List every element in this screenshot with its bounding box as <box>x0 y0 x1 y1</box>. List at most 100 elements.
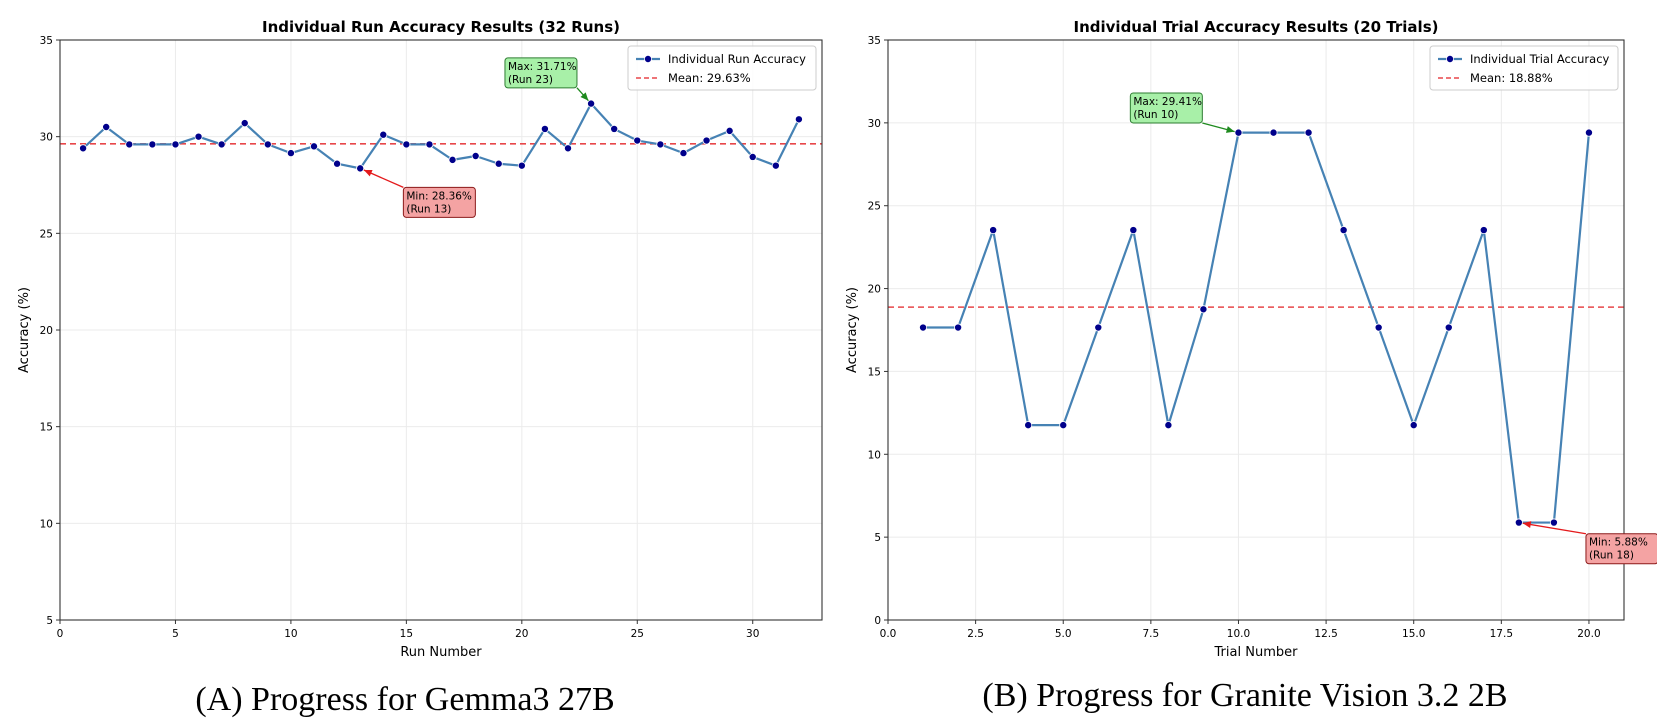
chart1-x-tick-label-0: 0.0 <box>880 628 897 640</box>
chart0-data-point-16 <box>425 140 434 149</box>
caption-b: (B) Progress for Granite Vision 3.2 2B <box>982 677 1507 714</box>
chart0-data-point-11 <box>309 142 318 151</box>
chart1-min-arrow-head <box>1522 521 1532 528</box>
chart0-data-point-15 <box>402 140 411 149</box>
chart0-data-point-3 <box>125 140 134 149</box>
chart1-title: Individual Trial Accuracy Results (20 Tr… <box>1074 18 1439 36</box>
chart0-data-point-1 <box>79 144 88 153</box>
chart0-data-point-10 <box>286 149 295 158</box>
chart0-data-point-27 <box>679 149 688 158</box>
chart0-max-annotation-box <box>504 57 578 89</box>
chart0-y-tick-label-4: 25 <box>40 228 53 240</box>
chart0-data-point-12 <box>333 159 342 168</box>
chart0-data-point-20 <box>517 161 526 170</box>
chart0-series-line <box>82 102 800 170</box>
chart1-max-annotation-line1: Max: 29.41% <box>1133 96 1202 108</box>
chart0-x-tick-label-6: 30 <box>746 628 759 640</box>
chart1-data-point-2 <box>954 323 963 332</box>
chart0-legend-series-marker <box>644 55 653 64</box>
chart0-data-point-22 <box>564 144 573 153</box>
chart0-legend-mean-label: Mean: 29.63% <box>668 71 751 85</box>
chart1-legend-mean-label: Mean: 18.88% <box>1470 71 1553 85</box>
chart1-legend-series-label: Individual Trial Accuracy <box>1470 52 1610 66</box>
chart0-y-tick-label-5: 30 <box>40 132 53 144</box>
chart1-data-point-3 <box>989 226 998 235</box>
chart1-max-annotation-line2: (Run 10) <box>1133 109 1178 121</box>
chart0-y-tick-label-2: 15 <box>40 422 53 434</box>
chart0-data-point-8 <box>240 119 249 128</box>
chart0-data-point-4 <box>148 140 157 149</box>
chart1-legend-series-marker <box>1446 55 1455 64</box>
chart1-min-annotation-box <box>1585 533 1657 565</box>
chart0-data-point-19 <box>494 159 503 168</box>
chart0-data-point-28 <box>702 136 711 145</box>
chart0-title: Individual Run Accuracy Results (32 Runs… <box>262 18 620 36</box>
chart0-max-annotation-line1: Max: 31.71% <box>508 61 577 73</box>
chart1-axes-frame <box>887 39 1625 621</box>
chart1-data-point-5 <box>1059 421 1068 430</box>
chart1-y-tick-label-4: 20 <box>868 284 881 296</box>
chart0-data-point-29 <box>725 126 734 135</box>
chart1-y-tick-label-6: 30 <box>868 118 881 130</box>
chart0-data-point-18 <box>471 151 480 160</box>
chart0-max-annotation-line2: (Run 23) <box>508 74 553 86</box>
chart1-data-point-18 <box>1514 518 1523 527</box>
chart0-y-axis-label: Accuracy (%) <box>17 287 32 373</box>
chart1-x-tick-label-3: 7.5 <box>1143 628 1160 640</box>
chart1-data-point-15 <box>1409 421 1418 430</box>
chart1-x-axis-label: Trial Number <box>1214 645 1299 660</box>
chart0-data-point-7 <box>217 140 226 149</box>
chart1-legend-box <box>1429 45 1619 91</box>
chart1-y-tick-label-7: 35 <box>868 35 881 47</box>
chart1-x-tick-label-5: 12.5 <box>1314 628 1337 640</box>
chart0-data-point-6 <box>194 132 203 141</box>
chart1-data-point-6 <box>1094 323 1103 332</box>
chart0-data-point-26 <box>656 140 665 149</box>
chart1-data-point-10 <box>1234 128 1243 137</box>
chart0-data-point-30 <box>748 152 757 161</box>
chart1-y-tick-label-1: 5 <box>874 532 881 544</box>
chart1-data-point-7 <box>1129 226 1138 235</box>
chart1-data-point-9 <box>1199 305 1208 314</box>
chart1-series-line <box>923 131 1591 524</box>
chart0-data-point-32 <box>794 115 803 124</box>
chart0-y-tick-label-0: 5 <box>46 615 53 627</box>
chart1-data-point-14 <box>1374 323 1383 332</box>
caption-a: (A) Progress for Gemma3 27B <box>195 681 614 718</box>
chart1-min-arrow-line <box>1522 522 1587 535</box>
chart0-data-point-31 <box>771 161 780 170</box>
chart-panel-b: 0.0 2.5 5.0 7.5 10.0 12.5 15.0 17.5 20.0 0 5 10 15 20… <box>845 18 1657 660</box>
chart1-data-point-4 <box>1024 421 1033 430</box>
chart0-x-axis-label: Run Number <box>400 645 482 660</box>
chart1-data-point-12 <box>1304 128 1313 137</box>
chart0-legend-series-label: Individual Run Accuracy <box>668 52 806 66</box>
chart0-min-annotation-box <box>402 186 476 218</box>
chart0-data-point-2 <box>102 123 111 132</box>
chart1-x-tick-label-8: 20.0 <box>1577 628 1600 640</box>
chart0-min-annotation-line2: (Run 13) <box>406 203 451 215</box>
chart1-data-point-16 <box>1444 323 1453 332</box>
chart0-data-point-14 <box>379 130 388 139</box>
chart0-x-tick-label-1: 5 <box>172 628 179 640</box>
chart0-legend-box <box>627 45 817 91</box>
chart0-x-tick-label-3: 15 <box>400 628 413 640</box>
chart1-x-tick-label-6: 15.0 <box>1402 628 1425 640</box>
chart0-y-tick-label-1: 10 <box>40 518 53 530</box>
chart1-x-tick-label-2: 5.0 <box>1055 628 1072 640</box>
chart1-data-point-13 <box>1339 226 1348 235</box>
chart1-y-tick-label-3: 15 <box>868 366 881 378</box>
chart1-data-point-17 <box>1479 226 1488 235</box>
chart1-data-point-19 <box>1549 518 1558 527</box>
chart0-data-point-25 <box>633 136 642 145</box>
chart0-data-point-17 <box>448 155 457 164</box>
chart1-data-point-1 <box>919 323 928 332</box>
chart0-min-arrow-head <box>363 169 373 177</box>
chart1-y-tick-label-2: 10 <box>868 449 881 461</box>
chart0-min-annotation-line1: Min: 28.36% <box>406 190 472 202</box>
chart0-data-point-24 <box>610 124 619 133</box>
chart0-data-point-5 <box>171 140 180 149</box>
chart0-x-tick-label-4: 20 <box>515 628 528 640</box>
chart1-x-tick-label-7: 17.5 <box>1490 628 1513 640</box>
